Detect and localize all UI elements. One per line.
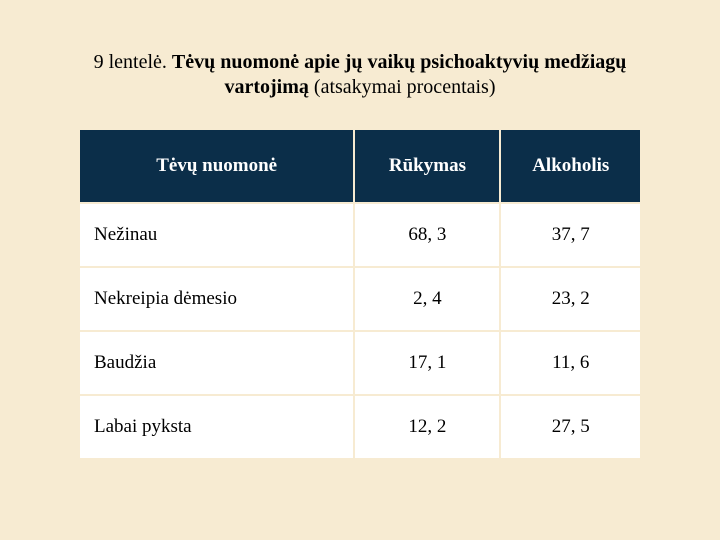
cell-smoking: 17, 1	[354, 331, 500, 395]
table-row: Nežinau 68, 3 37, 7	[79, 203, 641, 267]
cell-alcohol: 23, 2	[500, 267, 641, 331]
data-table: Tėvų nuomonė Rūkymas Alkoholis Nežinau 6…	[78, 128, 642, 460]
table-row: Baudžia 17, 1 11, 6	[79, 331, 641, 395]
cell-smoking: 2, 4	[354, 267, 500, 331]
table-row: Nekreipia dėmesio 2, 4 23, 2	[79, 267, 641, 331]
col-header-alcohol: Alkoholis	[500, 129, 641, 203]
slide: 9 lentelė. Tėvų nuomonė apie jų vaikų ps…	[0, 0, 720, 540]
cell-category: Nekreipia dėmesio	[79, 267, 354, 331]
title-bold-2: vartojimą	[224, 76, 308, 98]
title-suffix: (atsakymai procentais)	[309, 76, 496, 98]
cell-category: Nežinau	[79, 203, 354, 267]
slide-title: 9 lentelė. Tėvų nuomonė apie jų vaikų ps…	[78, 50, 642, 100]
cell-alcohol: 11, 6	[500, 331, 641, 395]
col-header-category: Tėvų nuomonė	[79, 129, 354, 203]
title-bold-1: Tėvų nuomonė apie jų vaikų psichoaktyvių…	[172, 51, 627, 73]
col-header-smoking: Rūkymas	[354, 129, 500, 203]
title-prefix: 9 lentelė.	[94, 51, 172, 73]
cell-category: Baudžia	[79, 331, 354, 395]
table-header-row: Tėvų nuomonė Rūkymas Alkoholis	[79, 129, 641, 203]
cell-alcohol: 27, 5	[500, 395, 641, 459]
cell-smoking: 68, 3	[354, 203, 500, 267]
table-row: Labai pyksta 12, 2 27, 5	[79, 395, 641, 459]
cell-category: Labai pyksta	[79, 395, 354, 459]
cell-alcohol: 37, 7	[500, 203, 641, 267]
cell-smoking: 12, 2	[354, 395, 500, 459]
